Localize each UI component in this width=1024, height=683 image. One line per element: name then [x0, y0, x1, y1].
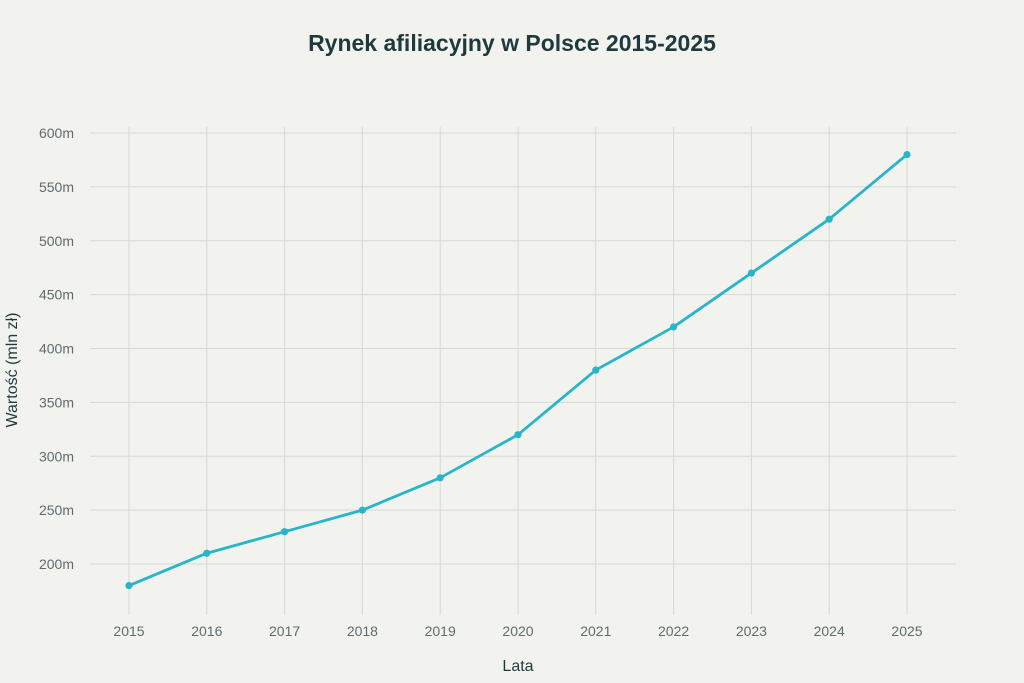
- data-point[interactable]: [125, 581, 133, 590]
- y-tick-label: 600m: [39, 125, 74, 141]
- x-tick-label: 2019: [425, 623, 456, 639]
- x-tick-label: 2021: [580, 623, 611, 639]
- x-tick-label: 2023: [736, 623, 767, 639]
- chart-title: Rynek afiliacyjny w Polsce 2015-2025: [308, 30, 716, 56]
- data-point[interactable]: [670, 323, 678, 331]
- data-point[interactable]: [203, 549, 211, 557]
- y-tick-label: 450m: [39, 287, 74, 303]
- y-tick-label: 550m: [39, 179, 74, 195]
- x-tick-label: 2018: [347, 623, 378, 639]
- data-point[interactable]: [825, 215, 833, 223]
- x-tick-label: 2017: [269, 623, 300, 639]
- x-tick-label: 2022: [658, 623, 689, 639]
- data-point[interactable]: [281, 528, 289, 536]
- x-tick-label: 2024: [814, 623, 845, 639]
- x-axis-title: Lata: [502, 658, 533, 675]
- x-tick-label: 2016: [191, 623, 222, 639]
- y-tick-label: 400m: [39, 341, 74, 357]
- y-tick-label: 300m: [39, 448, 74, 464]
- y-tick-label: 500m: [39, 233, 74, 249]
- grid-layer: [90, 127, 956, 615]
- data-point[interactable]: [592, 366, 600, 374]
- data-point[interactable]: [747, 269, 756, 277]
- x-tick-label: 2025: [891, 623, 922, 639]
- x-tick-label: 2015: [113, 623, 144, 639]
- y-tick-label: 350m: [39, 394, 74, 410]
- axis-layer: 200m 250m 300m 350m 400m 450m 500m 550m 600m 2015…: [39, 125, 923, 639]
- data-point[interactable]: [436, 474, 444, 482]
- y-tick-label: 250m: [39, 502, 74, 518]
- data-point[interactable]: [903, 150, 911, 159]
- y-tick-label: 200m: [39, 556, 74, 572]
- y-axis-title: Wartość (mln zł): [4, 313, 21, 428]
- data-point[interactable]: [514, 431, 522, 439]
- x-tick-label: 2020: [502, 623, 533, 639]
- series-layer: [125, 150, 911, 590]
- data-point[interactable]: [358, 506, 366, 514]
